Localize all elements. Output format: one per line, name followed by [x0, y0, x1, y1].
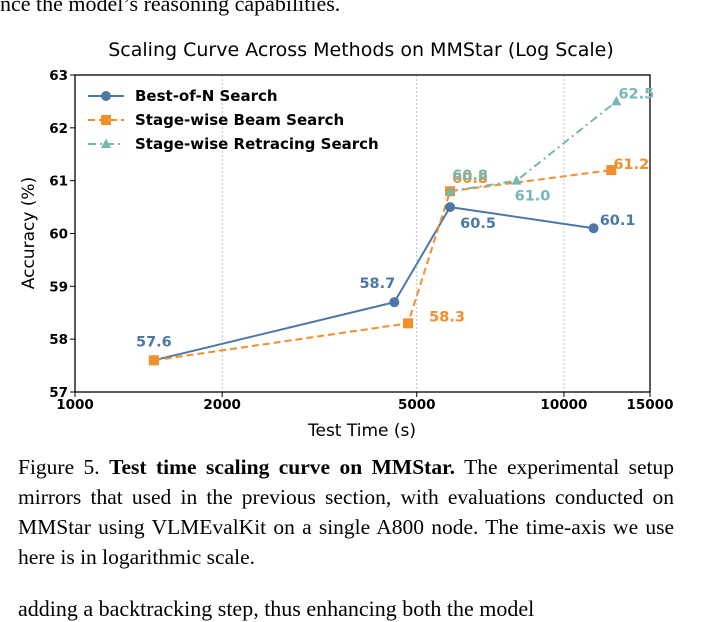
- series-0-point-3: [588, 223, 599, 234]
- series-1-point-3: [606, 165, 617, 176]
- y-tick-label-59: 59: [49, 279, 68, 295]
- series-line-0: [153, 205, 594, 362]
- figure-label: Figure 5.: [18, 455, 100, 479]
- series-1-label-1: 58.3: [429, 309, 465, 325]
- y-tick-label-61: 61: [49, 174, 68, 190]
- series-1-label-3: 61.2: [613, 157, 649, 173]
- series-0-point-1: [389, 297, 400, 308]
- figure-bold-title: Test time scaling curve on MMStar.: [109, 455, 456, 479]
- x-tick-label-2000: 2000: [203, 397, 241, 413]
- preceding-text-line: nce the model’s reasoning capabilities.: [0, 0, 341, 16]
- series-2-point-1: [511, 175, 522, 185]
- x-axis-ticks: 1000 2000 5000 10000 15000: [56, 392, 673, 413]
- y-tick-label-63: 63: [49, 68, 68, 84]
- following-text-line: adding a backtracking step, thus enhanci…: [18, 596, 535, 621]
- series-line-1: [153, 169, 612, 362]
- legend-label-0: Best-of-N Search: [135, 87, 278, 105]
- chart-title: Scaling Curve Across Methods on MMStar (…: [108, 39, 614, 61]
- y-tick-label-58: 58: [49, 332, 68, 348]
- series-1-point-1: [403, 318, 414, 329]
- scaling-curve-chart: Scaling Curve Across Methods on MMStar (…: [19, 39, 673, 441]
- legend-marker-2: [101, 138, 111, 148]
- series-1-point-0: [148, 355, 159, 366]
- grid-lines: [221, 75, 565, 392]
- series-0-label-2: 60.5: [460, 216, 496, 232]
- y-tick-label-60: 60: [49, 227, 68, 243]
- series-0-point-2: [445, 202, 456, 213]
- series-0-label-1: 58.7: [359, 276, 395, 292]
- x-axis-label: Test Time (s): [307, 421, 416, 441]
- x-tick-label-1000: 1000: [56, 397, 94, 413]
- legend-label-1: Stage-wise Beam Search: [135, 111, 344, 129]
- series-0-label-0: 57.6: [136, 334, 172, 350]
- x-tick-label-15000: 15000: [627, 397, 674, 413]
- series-2-label-0: 60.8: [452, 168, 488, 184]
- series-2-label-2: 62.5: [618, 86, 654, 102]
- series-1-label-2: 60.8: [452, 171, 488, 187]
- series-markers: [148, 95, 622, 366]
- y-axis-ticks: 57 58 59 60 61 62 63: [49, 68, 75, 401]
- y-axis-label: Accuracy (%): [19, 177, 39, 289]
- series-2-point-0: [445, 185, 456, 196]
- series-2-point-2: [611, 95, 622, 106]
- point-labels: 57.658.760.5 60.158.360.861.260.861.062.5: [136, 86, 654, 350]
- y-tick-label-57: 57: [49, 385, 68, 401]
- figure-caption: Figure 5. Test time scaling curve on MMS…: [18, 452, 674, 572]
- y-tick-label-62: 62: [49, 121, 68, 137]
- series-0-label-3: 60.1: [600, 213, 636, 229]
- x-tick-label-10000: 10000: [540, 397, 587, 413]
- legend-label-2: Stage-wise Retracing Search: [135, 135, 379, 153]
- legend-marker-0: [101, 91, 111, 101]
- x-tick-label-5000: 5000: [398, 397, 436, 413]
- figure-caption-text: The experimental setup mirrors that used…: [18, 455, 674, 569]
- legend-marker-1: [101, 115, 111, 125]
- series-2-label-1: 61.0: [515, 189, 551, 205]
- chart-legend: Best-of-N Search Stage-wise Beam Search St…: [88, 87, 379, 153]
